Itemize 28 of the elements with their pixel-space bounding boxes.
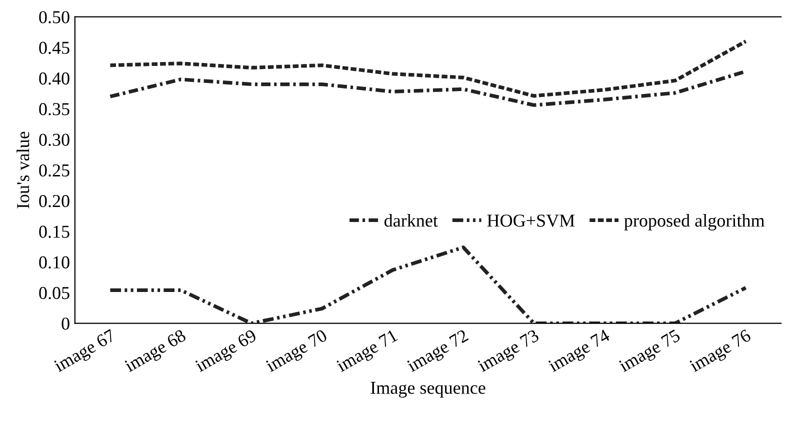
x-tick-label: image 75: [618, 328, 683, 376]
x-tick-label: image 74: [547, 328, 612, 376]
x-tick-label: image 71: [336, 329, 400, 376]
line-series: [108, 246, 748, 324]
y-tick-label: 0.50: [39, 11, 70, 24]
y-tick-label: 0.40: [39, 72, 70, 85]
x-tick-label: image 70: [264, 328, 330, 376]
y-tick-label: 0.05: [39, 286, 70, 300]
y-tick-label: 0.45: [39, 42, 70, 54]
y-tick-label: 0.20: [39, 194, 70, 208]
x-tick-label: image 68: [124, 328, 188, 376]
y-tick-label: 0.10: [39, 256, 70, 269]
y-tick-label: 0.25: [39, 164, 70, 177]
x-tick-label: image 76: [688, 328, 754, 376]
y-tick-label: 0.30: [39, 134, 70, 146]
y-tick-label: 0.35: [39, 103, 70, 116]
legend-label: darknet: [384, 214, 438, 227]
line-series: [108, 40, 748, 98]
x-tick-label: image 69: [194, 329, 259, 376]
x-tick-label: image 72: [406, 329, 471, 376]
y-tick-label: 0.15: [39, 226, 70, 238]
x-tick-label: image 73: [476, 328, 542, 376]
y-axis-title: Iou's value: [16, 132, 30, 208]
y-tick-label: 0: [62, 318, 70, 330]
x-tick-label: image 67: [53, 328, 118, 376]
x-axis-title: Image sequence: [370, 382, 486, 398]
legend-label: proposed algorithm: [624, 214, 765, 230]
legend-label: HOG+SVM: [487, 214, 575, 227]
